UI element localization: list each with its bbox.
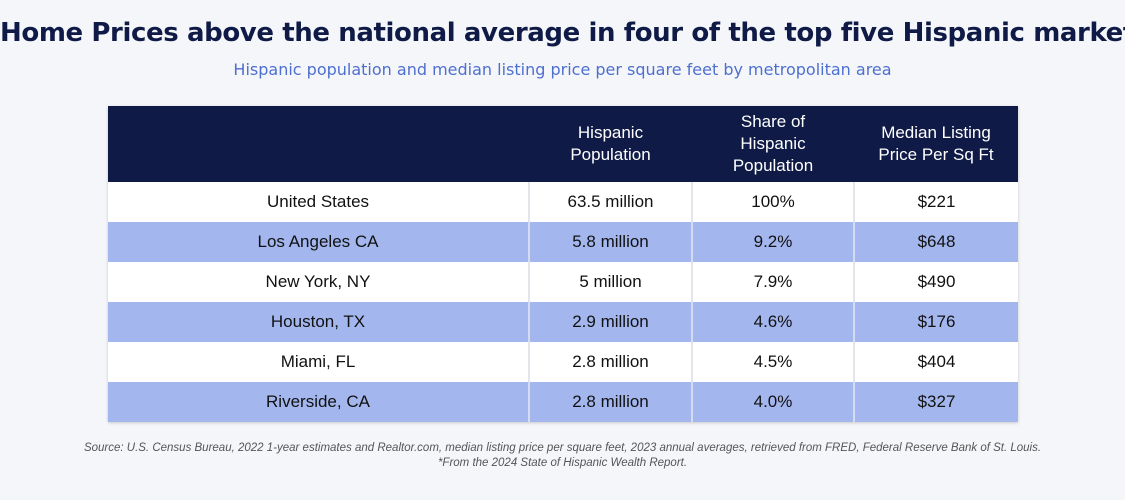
cell-share: 4.5% [691,342,854,382]
cell-share: 9.2% [691,222,854,262]
data-table: Hispanic Population Share of Hispanic Po… [108,106,1018,422]
source-note: Source: U.S. Census Bureau, 2022 1-year … [0,441,1125,471]
table-row: Houston, TX 2.9 million 4.6% $176 [108,302,1018,342]
column-header-area [108,106,529,182]
cell-hispanic-population: 63.5 million [528,182,692,222]
cell-hispanic-population: 2.8 million [528,382,692,422]
cell-median-price: $648 [853,222,1018,262]
cell-median-price: $327 [853,382,1018,422]
cell-area: Miami, FL [280,352,356,371]
cell-median-price: $176 [853,302,1018,342]
cell-hispanic-population: 2.8 million [528,342,692,382]
column-header-hispanic-population: Hispanic Population [529,106,692,182]
chart-subtitle: Hispanic population and median listing p… [233,60,892,79]
data-table-container: Hispanic Population Share of Hispanic Po… [108,106,1018,422]
cell-share: 4.6% [691,302,854,342]
cell-median-price: $404 [853,342,1018,382]
cell-hispanic-population: 5 million [528,262,692,302]
cell-hispanic-population: 2.9 million [528,302,692,342]
cell-area: New York, NY [265,272,371,291]
header-text-line: Hispanic [740,134,806,153]
header-text-line: Share of [740,112,806,131]
header-row: Hispanic Population Share of Hispanic Po… [108,106,1018,182]
column-header-share-of-hispanic-population: Share of Hispanic Population [692,106,854,182]
cell-area: United States [266,192,370,211]
column-header-median-listing-price: Median Listing Price Per Sq Ft [854,106,1018,182]
header-text-line: Hispanic [577,123,644,142]
cell-share: 100% [691,182,854,222]
table-row: New York, NY 5 million 7.9% $490 [108,262,1018,302]
table-header: Hispanic Population Share of Hispanic Po… [108,106,1018,182]
header-text-line: Price Per Sq Ft [878,145,994,164]
table-body: United States 63.5 million 100% $221 Los… [108,182,1018,422]
cell-median-price: $221 [853,182,1018,222]
cell-hispanic-population: 5.8 million [528,222,692,262]
header-text-line: Median Listing [881,123,991,142]
table-row: Los Angeles CA 5.8 million 9.2% $648 [108,222,1018,262]
header-text-line: Population [732,156,814,175]
cell-median-price: $490 [853,262,1018,302]
cell-share: 7.9% [691,262,854,302]
header-text-line: Population [570,145,651,164]
cell-share: 4.0% [691,382,854,422]
chart-title: Home Prices above the national average i… [0,18,1125,48]
table-row: United States 63.5 million 100% $221 [108,182,1018,222]
cell-area: Houston, TX [270,312,366,331]
footnote-text: *From the 2024 State of Hispanic Wealth … [437,457,688,469]
table-row: Miami, FL 2.8 million 4.5% $404 [108,342,1018,382]
cell-area: Riverside, CA [266,392,370,411]
source-text: Source: U.S. Census Bureau, 2022 1-year … [83,442,1042,454]
cell-area: Los Angeles CA [257,232,379,251]
table-row: Riverside, CA 2.8 million 4.0% $327 [108,382,1018,422]
